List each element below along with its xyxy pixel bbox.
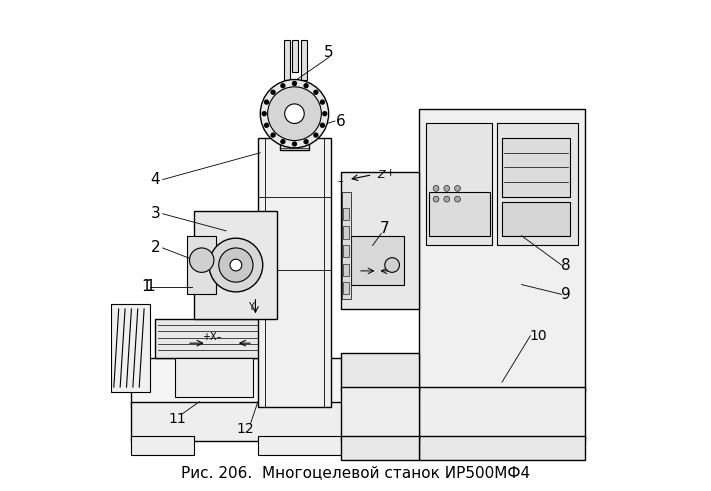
Circle shape [321,100,324,104]
Circle shape [190,248,214,273]
Circle shape [271,90,275,94]
Bar [341,353,419,392]
Bar [301,40,307,80]
Bar [292,40,299,72]
Circle shape [314,133,318,137]
Text: +X–: +X– [202,332,221,342]
Bar [419,436,585,461]
Text: +: + [386,168,395,178]
Circle shape [219,248,253,282]
Circle shape [433,196,439,202]
Text: 10: 10 [530,329,547,343]
Bar [502,202,570,236]
Text: 8: 8 [560,257,570,273]
Text: –: – [338,176,343,186]
Circle shape [271,133,275,137]
Text: Рис. 206.  Многоцелевой станок ИР500МФ4: Рис. 206. Многоцелевой станок ИР500МФ4 [181,465,530,480]
Bar [258,138,331,407]
Circle shape [262,112,266,116]
Bar [351,236,405,285]
Bar [341,387,419,441]
Text: 3: 3 [151,206,160,221]
Bar [419,387,585,441]
Circle shape [304,140,308,143]
Text: 6: 6 [336,113,346,129]
Bar [131,358,410,407]
Text: Y: Y [247,301,253,311]
Bar [343,226,348,239]
Bar [502,138,570,197]
Bar [131,436,194,456]
Bar [341,172,419,309]
Bar [343,245,348,257]
Circle shape [321,123,324,127]
Text: 2: 2 [151,241,160,255]
Bar [258,436,356,456]
Circle shape [260,80,328,148]
Circle shape [230,259,242,271]
Circle shape [209,238,263,292]
Bar [343,282,348,294]
Bar [112,304,151,392]
Circle shape [284,104,304,123]
Bar [155,319,272,358]
Circle shape [454,186,461,191]
Circle shape [304,84,308,88]
Circle shape [314,90,318,94]
Circle shape [454,196,461,202]
Text: 4: 4 [151,172,160,187]
Bar [343,208,348,220]
Text: 12: 12 [237,422,255,436]
Bar [187,236,216,294]
Bar [341,436,419,461]
Bar [429,192,490,236]
Bar [131,402,410,441]
Circle shape [281,140,285,143]
Circle shape [264,100,269,104]
Circle shape [281,84,285,88]
Bar [194,211,277,319]
Text: 9: 9 [560,287,570,302]
Text: 1: 1 [146,279,155,295]
Bar [284,40,290,80]
Circle shape [267,87,321,140]
Text: 7: 7 [380,221,390,236]
Circle shape [292,82,296,85]
Bar [497,123,577,246]
Bar [427,123,492,246]
Bar [419,109,585,392]
Text: 1: 1 [141,279,151,295]
Circle shape [433,186,439,191]
Text: Z: Z [378,170,385,180]
Text: 5: 5 [324,45,333,60]
Circle shape [323,112,326,116]
Circle shape [292,142,296,146]
Bar [343,264,348,276]
Bar [280,114,309,150]
Bar [342,192,351,299]
Circle shape [444,196,450,202]
Circle shape [264,123,269,127]
Text: 11: 11 [169,412,186,426]
Circle shape [385,258,400,273]
Circle shape [444,186,450,191]
Bar [175,358,253,397]
